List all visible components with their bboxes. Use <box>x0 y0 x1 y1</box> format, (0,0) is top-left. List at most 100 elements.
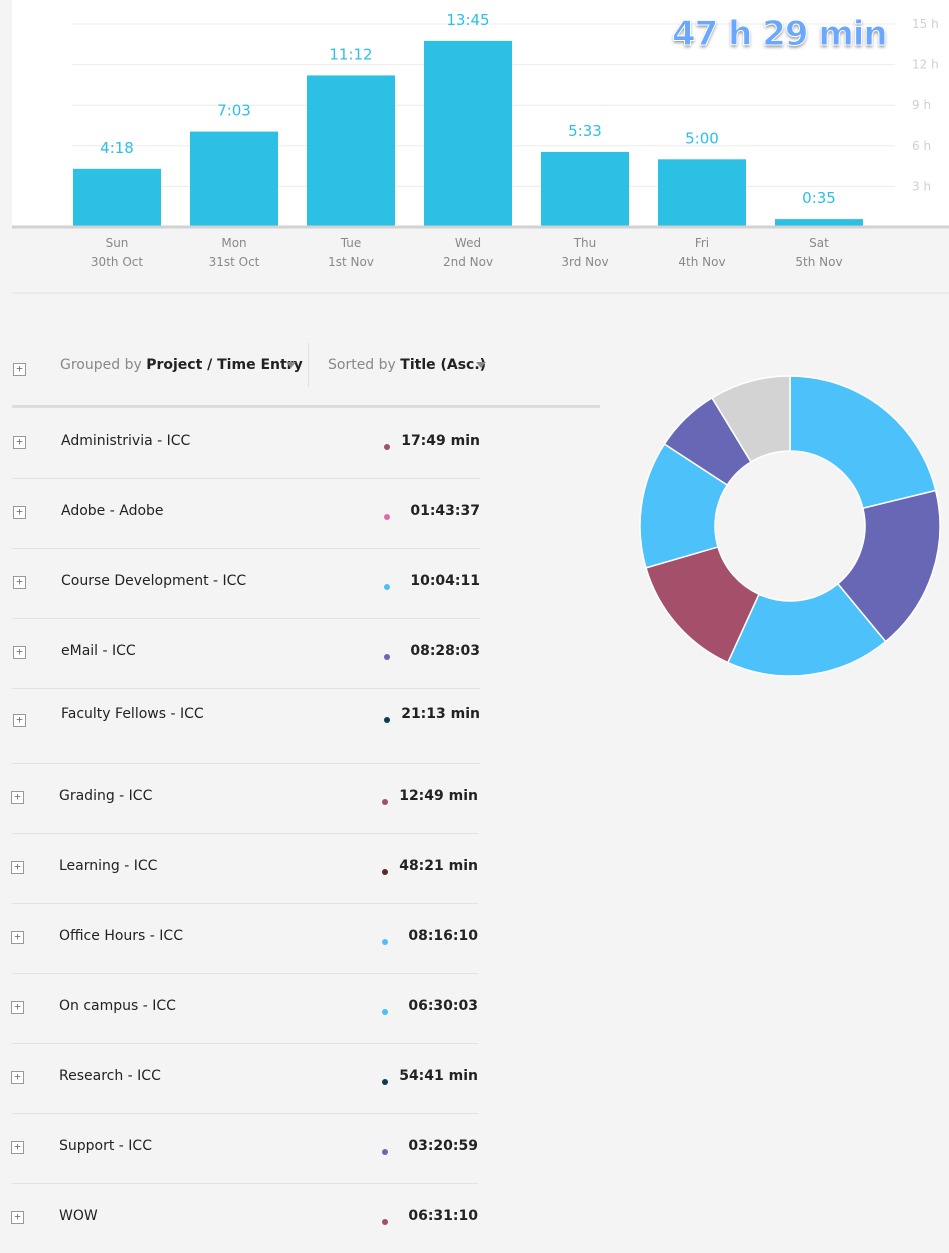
project-row[interactable]: + Support - ICC 03:20:59 <box>11 1113 478 1184</box>
project-color-dot <box>382 939 388 945</box>
donut-slice[interactable] <box>726 582 887 677</box>
x-day-label: Wed <box>455 236 481 250</box>
project-color-dot <box>382 799 388 805</box>
expand-row-button[interactable]: + <box>13 714 26 727</box>
x-date-label: 30th Oct <box>91 255 143 269</box>
project-name: Office Hours - ICC <box>59 928 183 944</box>
sort-by-prefix: Sorted by <box>328 357 396 373</box>
y-tick-label: 6 h <box>912 139 931 153</box>
project-name: Course Development - ICC <box>61 573 247 589</box>
project-duration: 08:16:10 <box>408 928 478 944</box>
bar-value-label: 0:35 <box>802 189 836 207</box>
project-color-dot <box>382 1219 388 1225</box>
project-color-dot <box>384 514 390 520</box>
total-duration: 47 h 29 min <box>672 14 889 55</box>
expand-row-button[interactable]: + <box>11 1071 24 1084</box>
expand-row-button[interactable]: + <box>11 1001 24 1014</box>
y-tick-label: 12 h <box>912 58 939 72</box>
day-bar[interactable] <box>307 75 395 227</box>
expand-row-button[interactable]: + <box>11 1141 24 1154</box>
project-name: Faculty Fellows - ICC <box>61 706 204 722</box>
x-date-label: 3rd Nov <box>561 255 608 269</box>
controls-separator <box>308 343 309 387</box>
project-duration: 06:30:03 <box>408 998 478 1014</box>
project-name: Learning - ICC <box>59 858 158 874</box>
project-row[interactable]: + On campus - ICC 06:30:03 <box>11 973 478 1044</box>
project-duration: 17:49 min <box>401 433 480 449</box>
x-date-label: 4th Nov <box>678 255 725 269</box>
project-duration: 48:21 min <box>399 858 478 874</box>
sort-by-caret-icon <box>476 362 486 368</box>
x-day-label: Tue <box>340 236 362 250</box>
project-row[interactable]: + Research - ICC 54:41 min <box>11 1043 478 1114</box>
x-day-label: Thu <box>573 236 597 250</box>
group-by-value: Project / Time Entry <box>146 357 303 373</box>
x-day-label: Mon <box>221 236 246 250</box>
bar-value-label: 5:33 <box>568 122 602 140</box>
expand-row-button[interactable]: + <box>11 1211 24 1224</box>
project-color-dot <box>382 869 388 875</box>
bar-value-label: 4:18 <box>100 139 134 157</box>
day-bar[interactable] <box>73 168 161 227</box>
sort-by-value: Title (Asc.) <box>400 357 487 373</box>
project-row[interactable]: + Office Hours - ICC 08:16:10 <box>11 903 478 974</box>
project-color-dot <box>384 717 390 723</box>
project-color-dot <box>384 584 390 590</box>
day-bar[interactable] <box>190 131 278 227</box>
expand-row-button[interactable]: + <box>13 646 26 659</box>
x-day-label: Sun <box>106 236 129 250</box>
group-by-caret-icon <box>286 362 296 368</box>
project-row[interactable]: + Administrivia - ICC 17:49 min <box>12 408 480 479</box>
project-row[interactable]: + eMail - ICC 08:28:03 <box>12 618 480 689</box>
x-date-label: 1st Nov <box>328 255 374 269</box>
day-bar[interactable] <box>658 159 746 227</box>
project-name: Research - ICC <box>59 1068 161 1084</box>
project-color-dot <box>384 654 390 660</box>
donut-slice[interactable] <box>836 489 941 643</box>
project-duration: 21:13 min <box>401 706 480 722</box>
day-bar[interactable] <box>424 40 512 227</box>
donut-slice[interactable] <box>710 375 791 463</box>
x-date-label: 2nd Nov <box>443 255 493 269</box>
expand-row-button[interactable]: + <box>13 436 26 449</box>
expand-row-button[interactable]: + <box>11 931 24 944</box>
project-row[interactable]: + Grading - ICC 12:49 min <box>11 763 478 834</box>
bar-value-label: 7:03 <box>217 102 251 120</box>
project-duration: 08:28:03 <box>410 643 480 659</box>
y-tick-label: 9 h <box>912 98 931 112</box>
project-name: WOW <box>59 1208 98 1224</box>
project-duration: 06:31:10 <box>408 1208 478 1224</box>
list-header-divider <box>12 405 600 408</box>
project-row[interactable]: + Learning - ICC 48:21 min <box>11 833 478 904</box>
bar-chart-svg: 3 h 6 h 9 h 12 h 15 h 4:18 Sun 30th Oct 7:03 Mon… <box>12 0 949 294</box>
day-bar[interactable] <box>541 151 629 227</box>
project-color-dot <box>382 1149 388 1155</box>
x-day-label: Fri <box>695 236 709 250</box>
project-duration: 10:04:11 <box>410 573 480 589</box>
y-tick-label: 3 h <box>912 179 931 193</box>
project-row[interactable]: + WOW 06:31:10 <box>11 1183 478 1253</box>
project-row[interactable]: + Course Development - ICC 10:04:11 <box>12 548 480 619</box>
project-color-dot <box>382 1009 388 1015</box>
project-duration: 01:43:37 <box>410 503 480 519</box>
weekly-bar-chart: 3 h 6 h 9 h 12 h 15 h 4:18 Sun 30th Oct 7:03 Mon… <box>0 0 949 300</box>
expand-row-button[interactable]: + <box>11 791 24 804</box>
day-bar[interactable] <box>775 219 863 227</box>
project-row[interactable]: + Faculty Fellows - ICC 21:13 min <box>12 688 480 764</box>
expand-all-button[interactable]: + <box>13 363 26 376</box>
project-duration: 54:41 min <box>399 1068 478 1084</box>
expand-row-button[interactable]: + <box>13 506 26 519</box>
project-donut-chart <box>639 375 941 677</box>
project-name: On campus - ICC <box>59 998 176 1014</box>
expand-row-button[interactable]: + <box>11 861 24 874</box>
project-name: Adobe - Adobe <box>61 503 164 519</box>
chart-bars: 4:18 Sun 30th Oct 7:03 Mon 31st Oct 11:12 Tue 1s… <box>73 11 863 269</box>
project-duration: 12:49 min <box>399 788 478 804</box>
list-controls: + Grouped by Project / Time Entry Sorted… <box>0 340 620 400</box>
project-row[interactable]: + Adobe - Adobe 01:43:37 <box>12 478 480 549</box>
group-by-text: Grouped by Project / Time Entry <box>60 357 303 373</box>
x-day-label: Sat <box>809 236 829 250</box>
bar-value-label: 13:45 <box>446 11 489 29</box>
expand-row-button[interactable]: + <box>13 576 26 589</box>
donut-slice[interactable] <box>789 375 937 510</box>
